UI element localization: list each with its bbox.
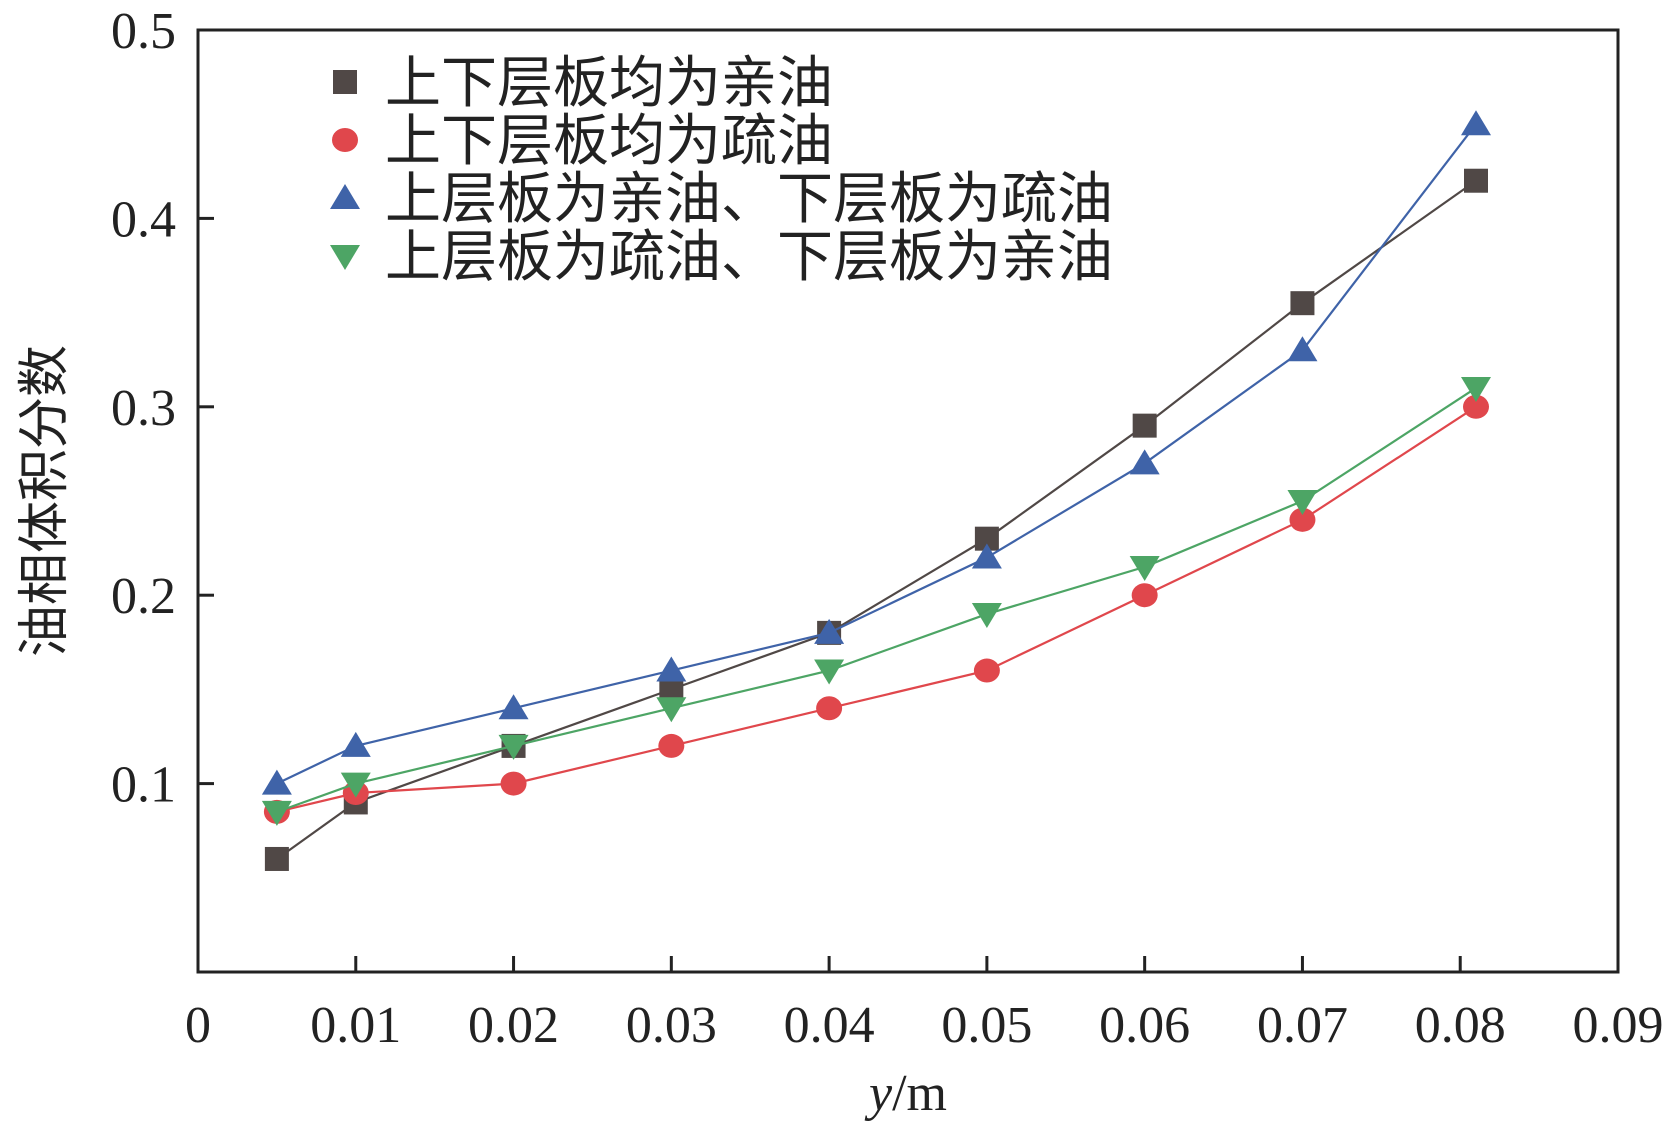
- legend-marker-1: [333, 70, 357, 94]
- y-axis-label: 油相体积分数: [17, 345, 74, 657]
- series-4-point: [971, 603, 1002, 629]
- x-tick-label: 0.02: [468, 997, 559, 1054]
- series-4-point: [1461, 376, 1491, 402]
- y-tick-label: 0.5: [111, 3, 176, 60]
- legend-label-2: 上下层板均为疏油: [385, 111, 833, 173]
- series-2-point: [816, 696, 843, 721]
- x-tick-label: 0.01: [310, 997, 401, 1054]
- series-3-point: [261, 769, 292, 795]
- plot-frame: [196, 28, 1620, 974]
- series-2-point: [658, 733, 685, 758]
- y-tick-label: 0.2: [111, 568, 176, 625]
- series-1-point: [1464, 168, 1488, 193]
- legend-marker-4: [330, 245, 360, 270]
- series-3-point: [1287, 336, 1318, 362]
- x-tick-label: 0.04: [784, 997, 875, 1054]
- series-2: [263, 394, 1489, 824]
- series-3-point: [1461, 110, 1491, 136]
- series-3-point: [340, 731, 371, 757]
- series-1-point: [1132, 413, 1157, 438]
- y-tick-label: 0.3: [111, 380, 176, 437]
- series-4-point: [1287, 490, 1318, 515]
- series-4: [261, 376, 1491, 826]
- x-tick-label: 0.09: [1573, 997, 1664, 1054]
- x-tick-label: 0.03: [626, 997, 717, 1054]
- legend: 上下层板均为亲油上下层板均为疏油上层板为亲油、下层板为疏油上层板为疏油、下层板为…: [330, 53, 1113, 289]
- x-axis-label: y/m: [864, 1065, 947, 1122]
- series-2-point: [1289, 507, 1316, 532]
- series-3: [261, 110, 1491, 795]
- legend-marker-2: [332, 128, 358, 152]
- series-3-point: [1129, 449, 1160, 475]
- series-2-point: [1131, 583, 1158, 608]
- x-tick-label: 0.08: [1415, 997, 1506, 1054]
- legend-label-4: 上层板为疏油、下层板为亲油: [385, 227, 1113, 289]
- series-1-point: [264, 846, 289, 871]
- series-3-point: [498, 694, 529, 720]
- ticks-layer: 0 0.01 0.02 0.03 0.04 0.05 0.06 0.07 0.08 0.09 0.1…: [111, 3, 1664, 1054]
- series-3-point: [971, 543, 1002, 569]
- x-axis-variable: y: [864, 1065, 893, 1122]
- series-4-point: [340, 772, 371, 798]
- y-tick-label: 0.1: [111, 757, 176, 814]
- series-4-point: [814, 659, 845, 685]
- series-4-point: [1129, 555, 1160, 581]
- series-layer: [261, 110, 1491, 871]
- series-4-point: [261, 800, 292, 826]
- series-4-line: [276, 387, 1477, 813]
- series-2-point: [500, 771, 527, 796]
- x-tick-label: 0.07: [1257, 997, 1348, 1054]
- legend-marker-3: [330, 184, 360, 209]
- x-axis-unit: /m: [892, 1065, 947, 1122]
- series-3-point: [814, 618, 845, 644]
- series-4-point: [656, 697, 687, 723]
- x-tick-label: 0.05: [941, 997, 1032, 1054]
- series-4-point: [498, 734, 529, 760]
- series-2-point: [973, 658, 1000, 683]
- y-tick-label: 0.4: [111, 191, 176, 248]
- series-3-point: [656, 656, 687, 682]
- x-tick-label: 0.06: [1099, 997, 1190, 1054]
- x-tick-label: 0: [185, 997, 211, 1054]
- legend-label-1: 上下层板均为亲油: [385, 53, 833, 115]
- series-1-point: [1290, 291, 1315, 316]
- legend-label-3: 上层板为亲油、下层板为疏油: [385, 169, 1113, 231]
- series-2-point: [1463, 394, 1489, 419]
